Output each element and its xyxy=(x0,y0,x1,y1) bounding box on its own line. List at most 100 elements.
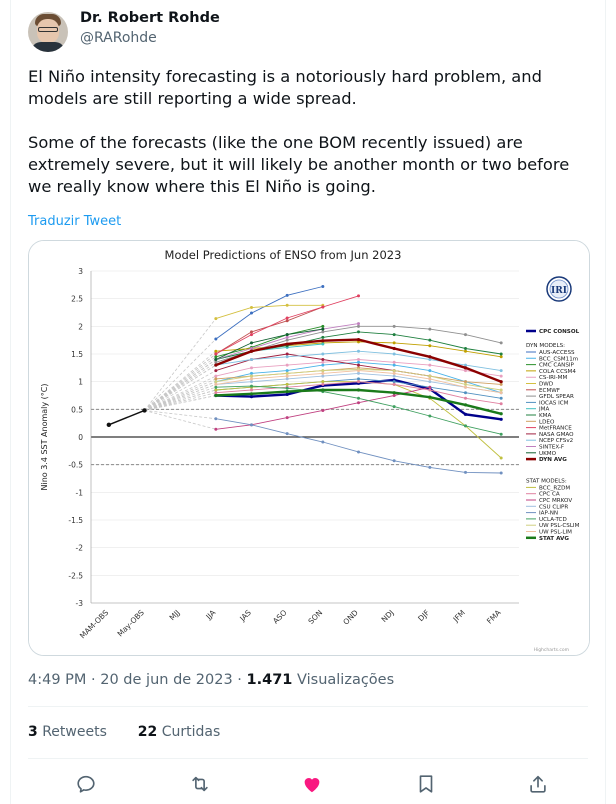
data-point xyxy=(392,382,396,386)
likes-label: Curtidas xyxy=(157,724,221,740)
data-point xyxy=(464,382,467,386)
reply-button[interactable] xyxy=(72,770,100,798)
tweet-actions xyxy=(28,770,588,798)
legend-label: SINTEX-F xyxy=(539,445,564,451)
data-point xyxy=(321,374,325,378)
legend-label: LDEO xyxy=(539,419,555,425)
views-count: 1.471 xyxy=(246,672,293,688)
legend-label: UCLA-TCD xyxy=(539,517,567,523)
data-point xyxy=(285,371,289,375)
share-button[interactable] xyxy=(524,770,552,798)
data-point xyxy=(250,423,253,427)
data-point xyxy=(285,390,289,394)
data-point xyxy=(321,360,325,364)
legend-label: UKMO xyxy=(539,451,557,457)
series-line xyxy=(215,304,323,320)
y-tick-label: -0.5 xyxy=(68,461,83,470)
data-point xyxy=(285,363,289,367)
data-point xyxy=(392,369,396,373)
data-point xyxy=(321,382,325,386)
data-point xyxy=(464,349,467,353)
legend-label: CSU CLIPR xyxy=(539,504,568,510)
data-point xyxy=(214,391,218,395)
observed-point xyxy=(106,422,112,428)
author-name[interactable]: Dr. Robert Rohde xyxy=(80,10,220,26)
data-point xyxy=(250,330,253,334)
forecast-fan-line xyxy=(144,386,216,411)
legend-label: MetFRANCE xyxy=(539,426,572,432)
y-tick-label: 1 xyxy=(78,378,83,387)
data-point xyxy=(464,346,467,350)
data-point xyxy=(321,284,325,288)
like-button[interactable] xyxy=(298,770,326,798)
data-point xyxy=(392,324,396,328)
data-point xyxy=(214,385,218,389)
avatar[interactable] xyxy=(28,12,68,52)
data-point xyxy=(285,335,289,339)
data-point xyxy=(214,374,218,378)
legend-label: AUS-ACCESS xyxy=(539,350,575,356)
data-point xyxy=(464,380,467,384)
data-point xyxy=(357,380,360,384)
y-tick-label: 0.5 xyxy=(71,405,83,414)
tweet-paragraph-1: El Niño intensity forecasting is a notor… xyxy=(28,67,542,108)
timeline-border-right xyxy=(605,0,606,804)
data-point xyxy=(285,369,289,373)
data-point xyxy=(499,369,503,373)
data-point xyxy=(285,432,289,436)
author-handle[interactable]: @RARohde xyxy=(80,30,157,46)
data-point xyxy=(392,374,396,378)
data-point xyxy=(392,380,396,384)
data-point xyxy=(428,369,432,373)
data-point xyxy=(499,382,503,386)
forecast-fan-line xyxy=(144,381,216,411)
observed-line xyxy=(108,409,145,426)
retweet-button[interactable] xyxy=(186,770,214,798)
data-point xyxy=(499,432,503,436)
legend-label: IOCAS ICM xyxy=(539,400,569,406)
translate-tweet-link[interactable]: Traduzir Tweet xyxy=(28,214,122,229)
forecast-fan-line xyxy=(144,378,216,411)
legend-label: NCEP CFSv2 xyxy=(539,438,573,444)
data-point xyxy=(428,377,432,381)
data-point xyxy=(357,358,360,362)
timeline-border-left xyxy=(10,0,11,804)
data-point xyxy=(464,369,467,373)
data-point xyxy=(214,380,218,384)
bookmark-button[interactable] xyxy=(412,770,440,798)
data-point xyxy=(321,339,325,343)
chart-image-card[interactable]: Model Predictions of ENSO from Jun 2023 … xyxy=(28,240,590,656)
data-point xyxy=(214,382,218,386)
data-point xyxy=(214,369,218,373)
data-point xyxy=(428,344,432,348)
data-point xyxy=(357,369,360,373)
data-point xyxy=(464,396,467,400)
data-point xyxy=(392,391,396,395)
legend-label: GFDL SPEAR xyxy=(539,394,574,400)
data-point xyxy=(285,303,289,307)
forecast-fan-line xyxy=(144,389,216,411)
data-point xyxy=(428,355,432,359)
divider xyxy=(28,758,588,759)
data-point xyxy=(463,412,468,416)
data-point xyxy=(499,374,503,378)
tweet-timestamp[interactable]: 4:49 PM · 20 de jun de 2023 · xyxy=(28,672,247,688)
data-point xyxy=(285,352,289,356)
data-point xyxy=(214,352,218,356)
legend-label: NASA GMAO xyxy=(539,432,574,438)
legend-label: CPC CONSOL xyxy=(539,329,580,335)
data-point xyxy=(285,293,289,297)
data-point xyxy=(214,417,218,421)
likes-stat[interactable]: 22 Curtidas xyxy=(138,724,220,740)
legend-label: CPC CA xyxy=(539,492,560,498)
forecast-fan-line xyxy=(144,375,217,411)
retweets-stat[interactable]: 3 Retweets xyxy=(28,724,107,740)
data-point xyxy=(392,363,396,367)
retweet-icon xyxy=(192,776,208,792)
data-point xyxy=(499,402,503,406)
data-point xyxy=(285,333,289,337)
data-point xyxy=(357,294,360,298)
data-point xyxy=(392,459,396,463)
data-point xyxy=(214,349,218,353)
y-tick-label: 0 xyxy=(78,433,83,442)
